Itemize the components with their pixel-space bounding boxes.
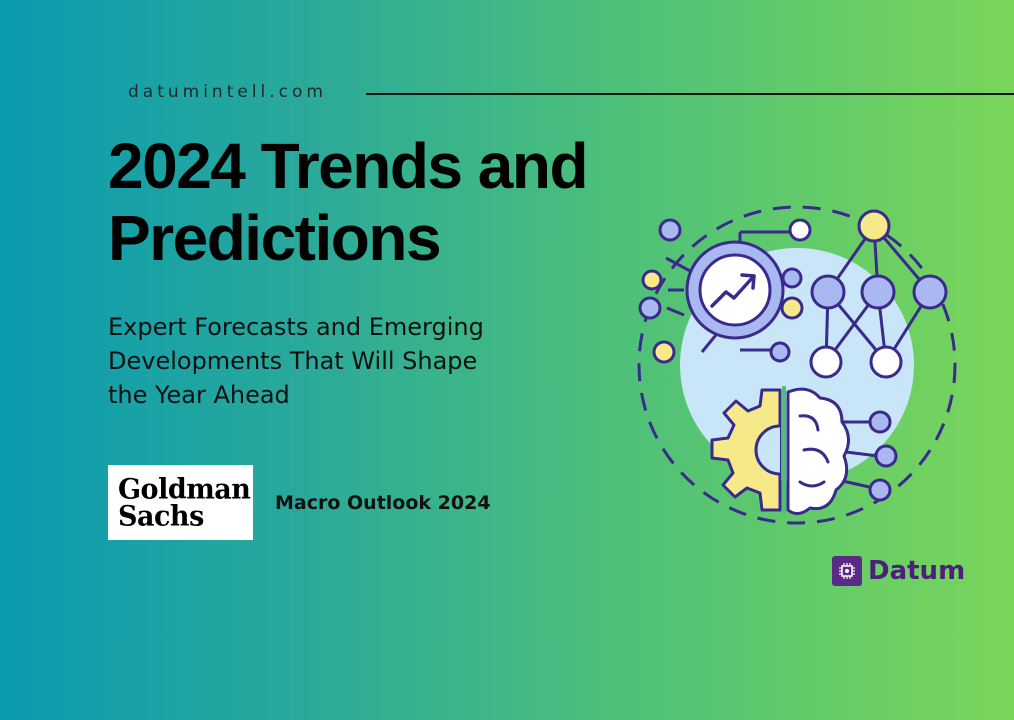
subtitle-line-2: Developments That Will Shape — [108, 347, 478, 375]
datum-chip-icon — [832, 556, 862, 586]
subtitle-line-3: the Year Ahead — [108, 381, 290, 409]
logo-line-1: Goldman — [118, 472, 251, 506]
brain-icon — [786, 387, 898, 515]
datum-name: Datum — [868, 556, 966, 586]
page-subtitle: Expert Forecasts and Emerging Developmen… — [108, 310, 578, 412]
title-line-1: 2024 Trends and — [108, 130, 589, 202]
gear-icon — [710, 388, 782, 512]
subtitle-line-1: Expert Forecasts and Emerging — [108, 313, 484, 341]
chart-trend-icon — [638, 218, 812, 364]
site-url: datumintell.com — [128, 82, 327, 102]
page-title: 2024 Trends and Predictions — [108, 130, 589, 274]
goldman-sachs-logo: Goldman Sachs — [108, 465, 253, 540]
logo-line-2: Sachs — [118, 499, 204, 533]
ai-trends-illustration — [637, 205, 957, 525]
datum-logo: Datum — [832, 556, 965, 586]
dashed-ring — [637, 205, 957, 525]
header-divider — [366, 93, 1014, 95]
network-icon — [809, 209, 948, 379]
report-name: Macro Outlook 2024 — [275, 492, 491, 514]
title-line-2: Predictions — [108, 202, 442, 274]
